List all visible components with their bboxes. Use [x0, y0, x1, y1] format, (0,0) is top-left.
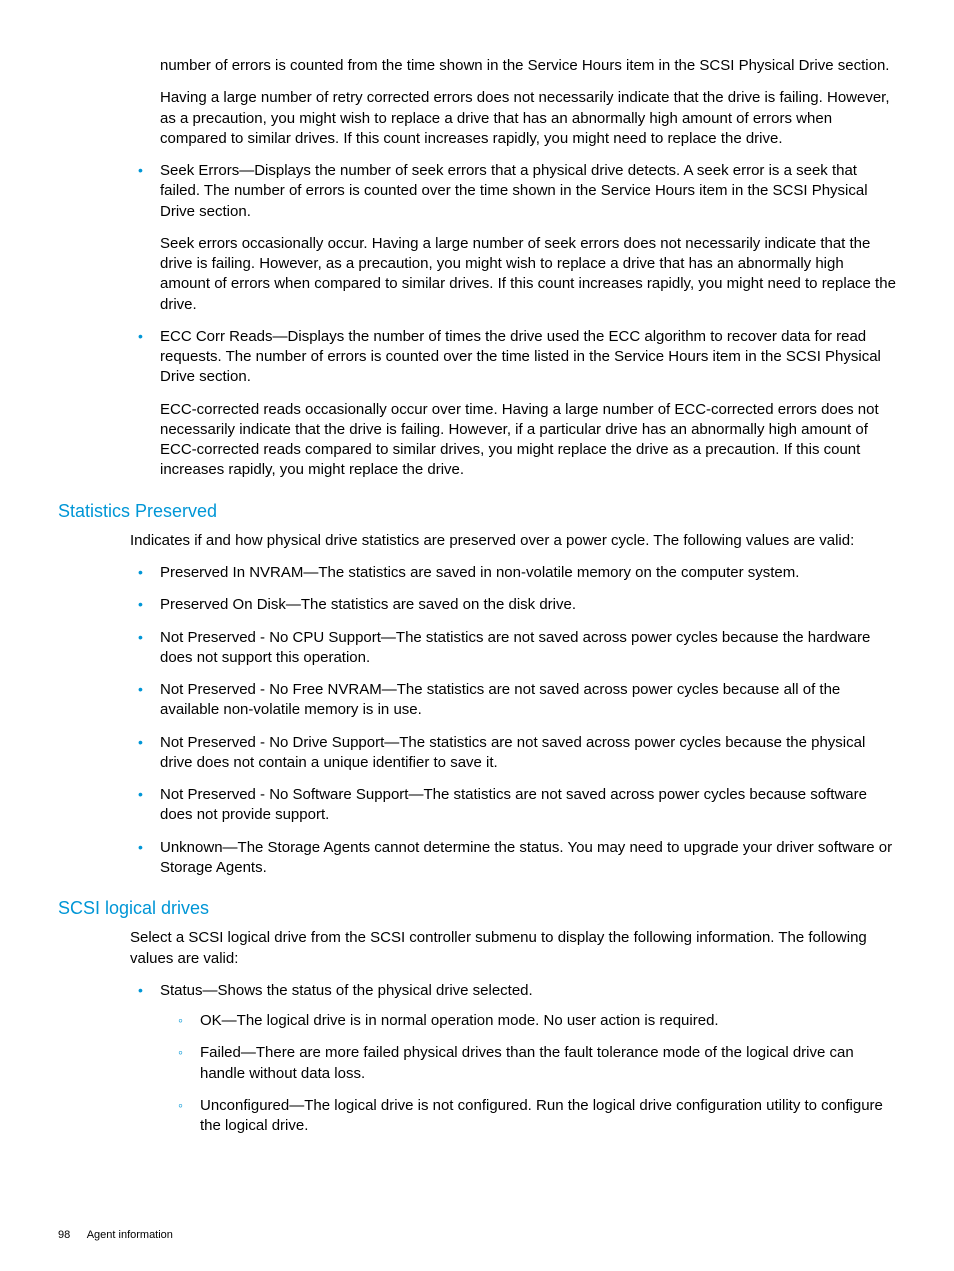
list-item: Seek Errors—Displays the number of seek … [130, 161, 896, 315]
list-item: Not Preserved - No Software Support—The … [130, 785, 896, 826]
list-item: Preserved In NVRAM—The statistics are sa… [130, 563, 896, 583]
scsi-sub-list: OK—The logical drive is in normal operat… [160, 1011, 896, 1136]
body-paragraph: Seek errors occasionally occur. Having a… [160, 234, 896, 315]
content-block: number of errors is counted from the tim… [130, 56, 896, 1136]
list-item: Unknown—The Storage Agents cannot determ… [130, 838, 896, 879]
top-bullet-list: Seek Errors—Displays the number of seek … [130, 161, 896, 481]
list-item: Not Preserved - No Drive Support—The sta… [130, 733, 896, 774]
body-paragraph: number of errors is counted from the tim… [160, 56, 896, 76]
sub-list-item: Unconfigured—The logical drive is not co… [160, 1096, 896, 1137]
sub-list-item: Failed—There are more failed physical dr… [160, 1043, 896, 1084]
list-item: ECC Corr Reads—Displays the number of ti… [130, 327, 896, 481]
body-paragraph: ECC-corrected reads occasionally occur o… [160, 400, 896, 481]
document-page: number of errors is counted from the tim… [0, 0, 954, 1271]
body-paragraph: Select a SCSI logical drive from the SCS… [130, 928, 896, 969]
continued-bullet-content: number of errors is counted from the tim… [130, 56, 896, 149]
scsi-bullet-list: Status—Shows the status of the physical … [130, 981, 896, 1137]
footer-section-title: Agent information [87, 1229, 173, 1241]
list-item: Not Preserved - No Free NVRAM—The statis… [130, 680, 896, 721]
statistics-bullet-list: Preserved In NVRAM—The statistics are sa… [130, 563, 896, 878]
body-paragraph: Seek Errors—Displays the number of seek … [160, 161, 896, 222]
list-item: Preserved On Disk—The statistics are sav… [130, 595, 896, 615]
body-paragraph: ECC Corr Reads—Displays the number of ti… [160, 327, 896, 388]
status-intro-text: Status—Shows the status of the physical … [160, 982, 533, 999]
page-footer: 98 Agent information [58, 1228, 173, 1243]
sub-list-item: OK—The logical drive is in normal operat… [160, 1011, 896, 1031]
list-item: Not Preserved - No CPU Support—The stati… [130, 628, 896, 669]
body-paragraph: Having a large number of retry corrected… [160, 88, 896, 149]
body-paragraph: Indicates if and how physical drive stat… [130, 531, 896, 551]
page-number: 98 [58, 1229, 70, 1241]
section-heading-statistics: Statistics Preserved [58, 499, 896, 523]
section-heading-scsi: SCSI logical drives [58, 896, 896, 920]
list-item: Status—Shows the status of the physical … [130, 981, 896, 1137]
